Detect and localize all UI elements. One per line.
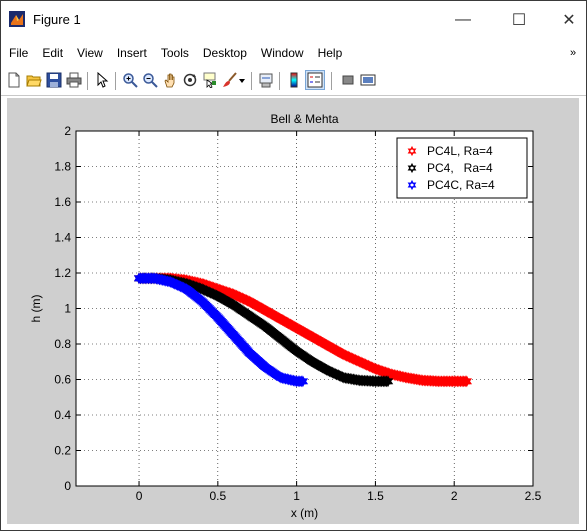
save-icon xyxy=(46,72,62,88)
data-marker xyxy=(296,375,307,388)
pan-button[interactable] xyxy=(161,71,179,89)
close-icon: ✕ xyxy=(562,12,576,29)
legend-marker xyxy=(407,145,417,157)
new-figure-icon xyxy=(8,72,20,88)
hide-plot-tools-button[interactable] xyxy=(339,71,357,89)
x-tick-label: 1.5 xyxy=(367,489,384,503)
axis-ticks: 0 0.5 1 1.5 2 2.5 0 0.2 0.4 0.6 0.8 1 1.2 1.4 1.6 1.8 2 xyxy=(54,124,541,503)
toolbar-separator xyxy=(331,72,332,90)
y-tick-label: 0.2 xyxy=(54,444,71,458)
zoom-out-button[interactable] xyxy=(141,71,159,89)
x-tick-label: 2 xyxy=(451,489,458,503)
save-button[interactable] xyxy=(45,71,63,89)
y-tick-label: 1.6 xyxy=(54,195,71,209)
data-marker xyxy=(460,375,471,388)
insert-legend-icon xyxy=(307,72,323,88)
brush-button[interactable] xyxy=(221,71,239,89)
pan-hand-icon xyxy=(164,73,175,88)
series-2 xyxy=(133,272,309,388)
brush-icon xyxy=(223,72,237,87)
insert-colorbar-icon xyxy=(290,72,298,88)
menu-overflow-icon[interactable]: » xyxy=(570,47,577,59)
toolbar-separator xyxy=(115,72,116,90)
plot-svg: 0 0.5 1 1.5 2 2.500.20.40.60.811.21.41.61.82 … xyxy=(29,112,542,520)
axes-frame xyxy=(75,130,534,487)
legend-marker xyxy=(407,179,417,191)
y-tick-label: 2 xyxy=(64,124,71,138)
series-dense-markers xyxy=(135,272,307,388)
menu-bar: File Edit View Insert Tools Desktop Wind… xyxy=(1,39,586,67)
zoom-in-icon xyxy=(123,73,138,88)
figure-canvas[interactable]: 0 0.5 1 1.5 2 2.5 0 0.2 0.4 0.6 0.8 1 1.2 1.4 1.6 1.8 2 … xyxy=(7,98,579,524)
legend-label: PC4, Ra=4 xyxy=(427,161,493,175)
x-tick-label: 2.5 xyxy=(525,489,542,503)
maximize-icon: ☐ xyxy=(511,12,527,29)
data-marker xyxy=(381,375,392,388)
y-tick-label: 1 xyxy=(64,302,71,316)
matlab-logo-icon xyxy=(9,11,25,27)
y-tick-label: 0.4 xyxy=(54,408,71,422)
menu-file[interactable]: File xyxy=(9,46,29,60)
edit-plot-arrow-icon xyxy=(97,72,109,88)
open-file-button[interactable] xyxy=(25,71,43,89)
legend-label: PC4L, Ra=4 xyxy=(427,144,493,158)
close-button[interactable]: ✕ xyxy=(549,7,587,33)
edit-plot-button[interactable] xyxy=(93,71,111,89)
y-tick-label: 1.8 xyxy=(54,160,71,174)
title-bar[interactable]: Figure 1 — ☐ ✕ xyxy=(1,1,586,39)
data-cursor-button[interactable] xyxy=(201,71,219,89)
x-tick-label: 0.5 xyxy=(209,489,226,503)
data-series xyxy=(133,272,473,388)
menu-edit[interactable]: Edit xyxy=(42,46,64,60)
legend-marker xyxy=(407,162,417,174)
x-tick-label: 0 xyxy=(136,489,143,503)
hide-plot-tools-icon xyxy=(342,75,354,85)
print-button[interactable] xyxy=(65,71,83,89)
menu-help[interactable]: Help xyxy=(317,46,343,60)
y-axis-label: h (m) xyxy=(29,295,43,323)
show-plot-tools-button[interactable] xyxy=(359,71,377,89)
brush-dropdown-icon xyxy=(239,79,245,83)
zoom-in-button[interactable] xyxy=(121,71,139,89)
open-file-icon xyxy=(26,75,42,87)
legend[interactable]: PC4L, Ra=4 PC4, Ra=4 PC4C, Ra=4 xyxy=(396,137,528,199)
minimize-icon: — xyxy=(455,11,471,28)
toolbar-separator xyxy=(87,72,88,90)
show-plot-tools-icon xyxy=(360,74,376,86)
print-icon xyxy=(66,72,82,88)
insert-legend-button[interactable] xyxy=(305,70,325,90)
figure-toolbar xyxy=(1,67,586,96)
y-tick-label: 1.2 xyxy=(54,266,71,280)
legend-label: PC4C, Ra=4 xyxy=(427,178,495,192)
x-axis-label: x (m) xyxy=(291,506,318,520)
window-title: Figure 1 xyxy=(33,12,81,27)
y-tick-label: 0 xyxy=(64,479,71,493)
menu-insert[interactable]: Insert xyxy=(116,46,147,60)
link-plot-button[interactable] xyxy=(257,71,275,89)
toolbar-separator xyxy=(279,72,280,90)
zoom-out-icon xyxy=(143,73,158,88)
y-tick-label: 0.8 xyxy=(54,337,71,351)
minimize-button[interactable]: — xyxy=(443,7,483,33)
legend-box xyxy=(396,137,528,199)
x-tick-label: 1 xyxy=(293,489,300,503)
y-tick-label: 0.6 xyxy=(54,373,71,387)
data-cursor-icon xyxy=(203,72,216,88)
new-figure-button[interactable] xyxy=(5,71,23,89)
rotate-3d-icon xyxy=(183,73,197,87)
brush-dropdown-button[interactable] xyxy=(237,71,247,89)
link-plot-icon xyxy=(259,73,273,88)
maximize-button[interactable]: ☐ xyxy=(499,7,539,33)
menu-view[interactable]: View xyxy=(77,46,103,60)
menu-desktop[interactable]: Desktop xyxy=(202,46,247,60)
chart-title: Bell & Mehta xyxy=(270,112,338,126)
toolbar-separator xyxy=(251,72,252,90)
menu-window[interactable]: Window xyxy=(260,46,304,60)
rotate-3d-button[interactable] xyxy=(181,71,199,89)
y-tick-label: 1.4 xyxy=(54,231,71,245)
menu-tools[interactable]: Tools xyxy=(160,46,189,60)
insert-colorbar-button[interactable] xyxy=(285,71,303,89)
